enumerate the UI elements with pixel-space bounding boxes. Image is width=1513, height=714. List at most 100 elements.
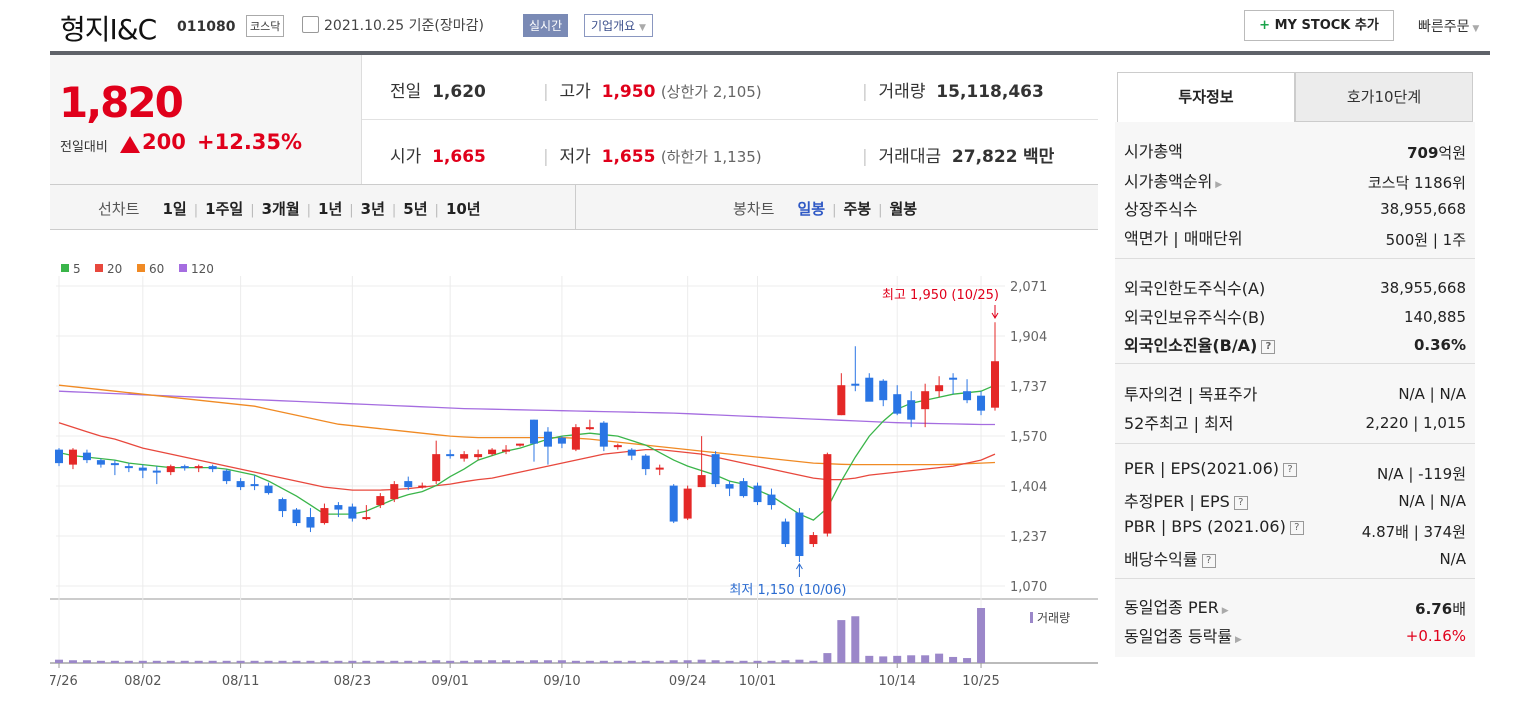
line-period-2[interactable]: 3개월: [261, 200, 300, 218]
volume-bar: [753, 660, 762, 663]
y-tick-label: 1,404: [1010, 480, 1047, 495]
volume-bar: [250, 660, 259, 663]
quick-order-button[interactable]: 빠른주문 ▼: [1418, 16, 1479, 36]
volume-bar: [96, 660, 105, 663]
candle-body: [557, 437, 566, 444]
volume-bar: [194, 660, 203, 663]
stat-volume: | 거래량 15,118,463: [862, 82, 1044, 102]
candle-body: [627, 449, 636, 456]
market-badge: 코스닥: [246, 15, 285, 37]
line-period-6[interactable]: 10년: [445, 200, 481, 218]
info-value-14: +0.16%: [1405, 627, 1466, 645]
candle-body: [432, 454, 441, 482]
volume-bar: [893, 655, 902, 663]
period-separator: |: [878, 203, 883, 218]
line-period-0[interactable]: 1일: [162, 200, 187, 218]
candle-body: [823, 454, 832, 534]
volume-bar: [571, 660, 580, 663]
x-tick-label: 10/25: [962, 674, 999, 689]
volume-bar: [837, 620, 846, 663]
chevron-right-icon: ▶: [1218, 606, 1229, 616]
legend-swatch-5: [61, 264, 69, 272]
y-tick-label: 2,071: [1010, 280, 1047, 295]
period-separator: |: [434, 203, 439, 218]
x-tick-label: 08/11: [222, 674, 259, 689]
candle-period-1[interactable]: 주봉: [843, 200, 872, 218]
line-period-4[interactable]: 3년: [360, 200, 385, 218]
help-icon[interactable]: ?: [1289, 520, 1304, 535]
volume-bar: [963, 658, 972, 663]
help-icon[interactable]: ?: [1201, 553, 1216, 568]
stat-prev: 전일 1,620: [390, 77, 486, 102]
line-chart-periods: 1일 | 1주일 | 3개월 | 1년 | 3년 | 5년 | 10년: [145, 199, 481, 218]
mystock-add-button[interactable]: + MY STOCK 추가: [1244, 10, 1394, 41]
period-separator: |: [306, 203, 312, 218]
stat-prev-value: 1,620: [432, 82, 486, 102]
chevron-down-icon: ▼: [1469, 24, 1480, 34]
line-period-3[interactable]: 1년: [318, 200, 343, 218]
tab-invest-info[interactable]: 투자정보: [1117, 72, 1295, 122]
info-value-6: 0.36%: [1413, 336, 1466, 354]
candle-body: [641, 455, 650, 470]
tab-quote-10[interactable]: 호가10단계: [1295, 72, 1473, 122]
stat-open-value: 1,665: [432, 147, 486, 167]
stat-high-value: 1,950: [601, 82, 656, 102]
line-period-5[interactable]: 5년: [403, 200, 428, 218]
candle-body: [138, 467, 147, 471]
info-label-3: 액면가 | 매매단위: [1124, 229, 1243, 248]
stock-chart: 2,071 1,904 1,737 1,570 1,404 1,237 1,070 07/26…: [40, 231, 1098, 710]
candle-body: [502, 449, 511, 452]
stat-amount-label: 거래대금: [878, 147, 942, 167]
stats-bottom-divider: [50, 184, 1098, 185]
legend-label-5: 5: [73, 262, 81, 276]
change-label: 전일대비: [60, 140, 108, 155]
x-tick-label: 10/14: [878, 674, 915, 689]
line-period-1[interactable]: 1주일: [205, 200, 244, 218]
chart-svg: 2,071 1,904 1,737 1,570 1,404 1,237 1,070 07/26…: [40, 231, 1098, 710]
candle-body: [474, 454, 483, 458]
candle-body: [781, 521, 790, 545]
y-tick-label: 1,904: [1010, 330, 1047, 345]
volume-bar: [977, 608, 986, 663]
company-overview-dropdown[interactable]: 기업개요 ▼: [584, 14, 653, 37]
candle-body: [949, 377, 958, 380]
help-icon[interactable]: ?: [1261, 339, 1276, 354]
candle-period-0[interactable]: 일봉: [797, 200, 826, 218]
info-label-10: 추정PER | EPS?: [1124, 488, 1248, 512]
volume-bar: [236, 660, 245, 663]
volume-bar: [781, 660, 790, 663]
info-value-13: 6.76배: [1415, 600, 1466, 618]
info-value-2: 38,955,668: [1380, 200, 1466, 218]
volume-bar: [488, 660, 497, 663]
candle-body: [460, 454, 469, 459]
x-tick-label: 07/26: [50, 674, 78, 689]
candle-body: [124, 466, 133, 469]
low-arrow-head: [795, 563, 803, 570]
help-icon[interactable]: ?: [1283, 462, 1297, 477]
candle-body: [613, 445, 622, 448]
candle-body: [446, 454, 455, 457]
legend-swatch-20: [95, 264, 103, 272]
info-label-9: PER | EPS(2021.06)?: [1124, 459, 1297, 478]
current-price: 1,820: [59, 78, 184, 127]
candle-body: [963, 391, 972, 401]
period-bar-divider: [575, 185, 576, 230]
help-icon[interactable]: ?: [1233, 495, 1248, 510]
stat-volume-value: 15,118,463: [936, 82, 1044, 102]
realtime-button[interactable]: 실시간: [523, 14, 569, 37]
candle-period-2[interactable]: 월봉: [889, 200, 918, 218]
volume-bar: [376, 660, 385, 663]
candle-body: [767, 494, 776, 506]
volume-bar: [292, 660, 301, 663]
volume-bar: [809, 660, 818, 663]
volume-bar: [697, 659, 706, 663]
volume-bar: [446, 660, 455, 663]
info-label-7: 투자의견 | 목표주가: [1124, 385, 1258, 404]
stock-code: 011080: [177, 19, 236, 35]
volume-bar: [599, 660, 608, 663]
volume-bar: [55, 659, 63, 663]
info-value-9: N/A | -119원: [1377, 465, 1466, 483]
candle-body: [180, 466, 189, 469]
stat-upper-limit: (상한가 2,105): [660, 83, 762, 101]
chevron-right-icon: ▶: [1212, 180, 1223, 190]
